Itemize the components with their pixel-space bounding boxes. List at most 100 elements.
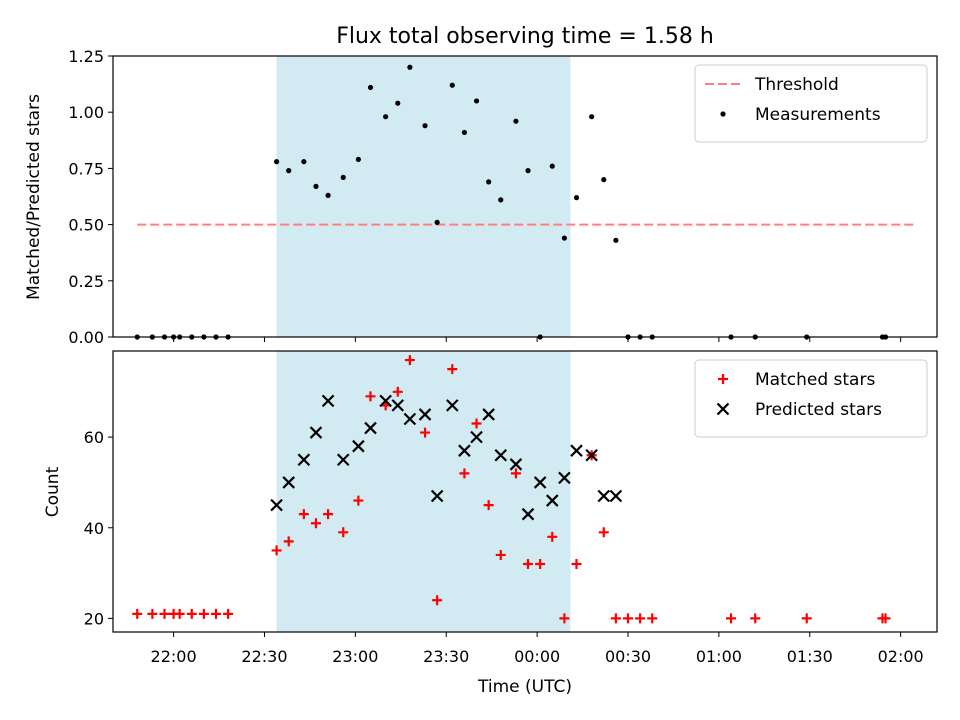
matched-star-point <box>186 608 197 619</box>
matched-star-point <box>420 427 431 438</box>
matched-star-point <box>159 608 170 619</box>
measurement-point <box>340 174 346 180</box>
matched-star-point <box>310 518 321 529</box>
measurement-point <box>434 219 440 225</box>
predicted-star-point <box>609 489 623 503</box>
matched-star-point <box>495 549 506 560</box>
measurement-point <box>473 98 480 104</box>
predicted-star-point <box>521 507 535 521</box>
matched-star-point <box>623 613 633 624</box>
x-tick-label: 23:30 <box>423 647 469 666</box>
matched-star-point <box>338 527 349 538</box>
matched-star-point <box>510 468 521 479</box>
x-tick-label: 00:00 <box>514 647 560 666</box>
matched-star-point <box>459 468 470 479</box>
measurement-point <box>325 192 331 198</box>
predicted-star-point <box>430 489 444 503</box>
predicted-star-point <box>446 399 459 412</box>
x-tick-label: 22:00 <box>151 647 197 666</box>
x-tick-label: 00:30 <box>605 647 651 666</box>
predicted-star-point <box>458 444 471 457</box>
x-axis-label: Time (UTC) <box>477 677 572 697</box>
legend-measurement-swatch <box>720 111 726 117</box>
measurement-point <box>286 168 292 174</box>
bottom-y-axis-label: Count <box>43 466 63 517</box>
predicted-star-point <box>309 426 323 439</box>
measurement-point <box>407 64 413 70</box>
y-tick-label-bottom: 40 <box>84 519 104 538</box>
measurement-point <box>549 163 555 169</box>
matched-star-point <box>750 613 761 624</box>
matched-star-point <box>535 559 546 570</box>
predicted-star-point <box>570 444 583 457</box>
y-tick-label-top: 1.25 <box>68 47 104 66</box>
observing-window-bottom <box>276 351 571 632</box>
matched-star-point <box>353 495 364 506</box>
measurement-point <box>422 123 428 129</box>
measurement-point <box>589 114 595 120</box>
measurement-point <box>461 129 468 136</box>
top-panel-ratio: 0.00 0.25 0.50 0.75 1.00 1.25 Threshold Measure… <box>68 47 938 347</box>
matched-star-point <box>365 391 376 402</box>
matched-star-point <box>610 613 621 624</box>
matched-star-point <box>880 613 891 624</box>
matched-star-point <box>523 559 534 570</box>
matched-star-point <box>559 613 570 624</box>
matched-star-point <box>447 364 458 375</box>
x-tick-label: 01:00 <box>696 647 742 666</box>
y-tick-label-top: 0.75 <box>68 159 104 178</box>
predicted-star-point <box>270 498 283 512</box>
legend-matched-swatch <box>718 374 728 384</box>
matched-star-point <box>404 355 415 366</box>
legend-predicted-swatch <box>716 402 730 416</box>
matched-star-point <box>647 613 658 624</box>
matched-star-point <box>283 536 294 547</box>
predicted-star-point <box>379 394 392 408</box>
matched-star-point <box>432 595 443 606</box>
matched-star-point <box>392 386 403 397</box>
measurement-point <box>613 237 619 243</box>
legend-label: Predicted stars <box>755 400 882 420</box>
top-y-axis-label: Matched/Predicted stars <box>24 94 44 300</box>
predicted-star-point <box>545 494 559 507</box>
measurement-point <box>313 183 319 189</box>
matched-star-point <box>323 509 334 520</box>
measurement-point <box>601 177 607 183</box>
legend-box-top <box>694 64 928 143</box>
measurement-point <box>573 195 580 201</box>
measurement-point <box>449 82 455 88</box>
predicted-star-point <box>391 399 405 412</box>
matched-star-point <box>271 545 282 556</box>
observing-window-top <box>276 56 571 337</box>
bottom-panel-counts: 20 40 60 22:00 22:30 23:00 23:30 00:00 00:30 01:0… <box>84 350 938 666</box>
matched-star-point <box>147 608 158 619</box>
matched-star-point <box>483 500 494 511</box>
y-tick-label-bottom: 60 <box>84 428 104 447</box>
predicted-star-point <box>352 439 365 453</box>
predicted-star-point <box>509 458 523 471</box>
legend-label: Threshold <box>754 75 839 95</box>
predicted-star-point <box>336 453 350 467</box>
matched-star-point <box>174 608 185 619</box>
y-tick-label-top: 0.50 <box>68 216 104 235</box>
measurement-point <box>355 156 361 163</box>
chart-title: Flux total observing time = 1.58 h <box>336 24 714 49</box>
y-tick-label-bottom: 20 <box>84 609 104 628</box>
matched-star-point <box>547 531 558 542</box>
predicted-star-point <box>297 453 311 467</box>
x-tick-label: 22:30 <box>241 647 287 666</box>
matched-star-point <box>198 608 209 619</box>
matched-star-point <box>571 559 582 570</box>
predicted-star-point <box>470 430 483 444</box>
y-tick-label-top: 1.00 <box>68 103 104 122</box>
matched-star-point <box>726 613 736 624</box>
measurement-point <box>273 159 280 165</box>
predicted-star-point <box>533 476 547 489</box>
x-tick-label: 23:00 <box>332 647 378 666</box>
matched-star-point <box>223 608 234 619</box>
measurement-point <box>513 118 519 124</box>
predicted-star-point <box>418 408 432 421</box>
measurement-point <box>561 235 567 241</box>
measurement-point <box>395 100 401 106</box>
predicted-star-point <box>282 476 295 489</box>
